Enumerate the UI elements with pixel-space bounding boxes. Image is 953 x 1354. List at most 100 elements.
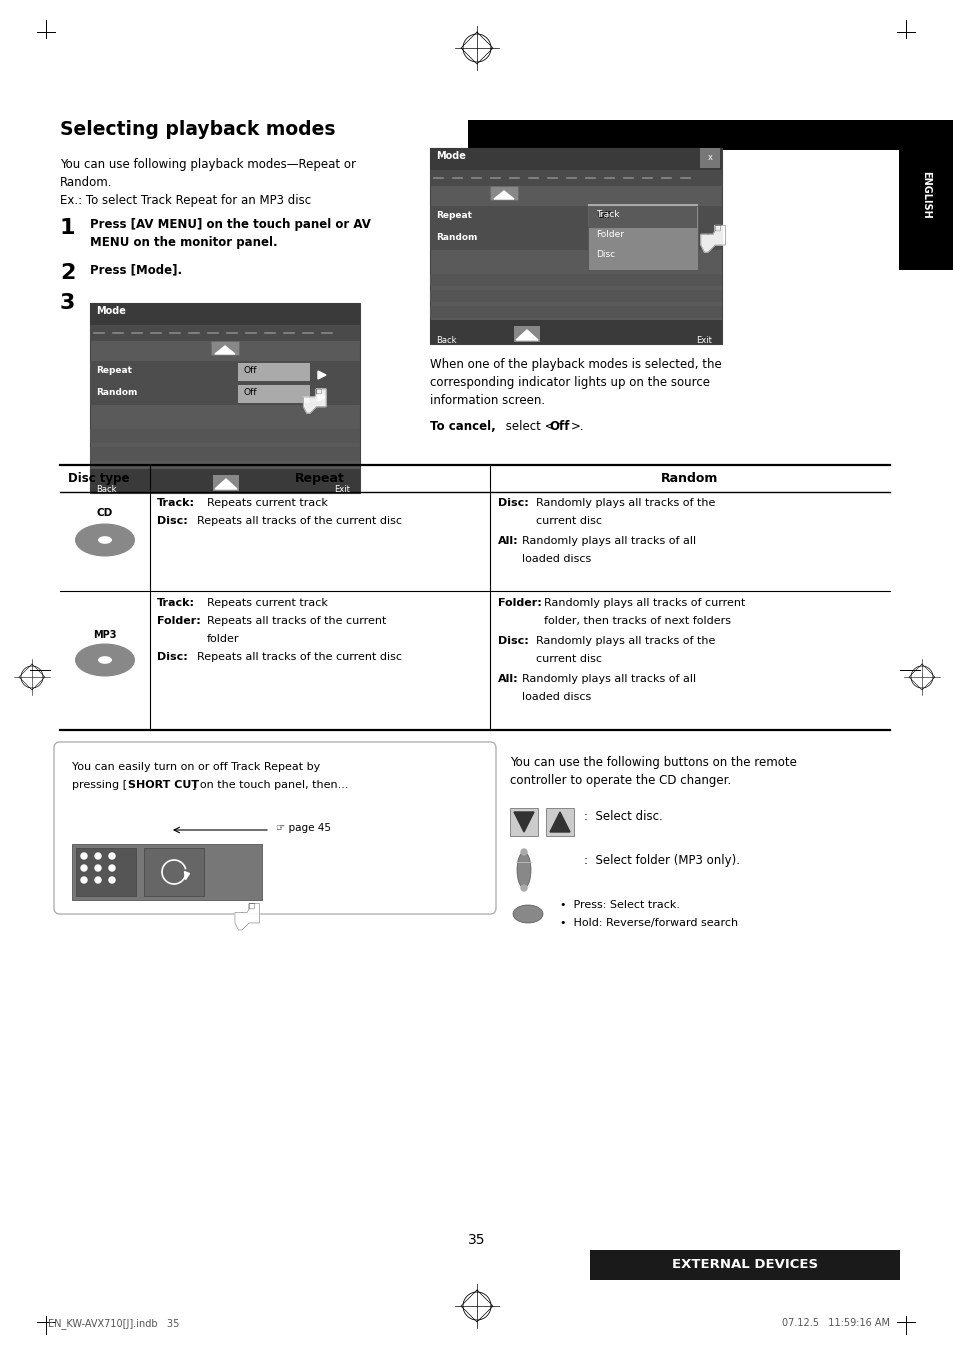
- Circle shape: [81, 865, 87, 871]
- Text: All:: All:: [497, 536, 518, 546]
- Polygon shape: [514, 812, 534, 831]
- Text: pressing [: pressing [: [71, 780, 127, 789]
- Bar: [76, 848, 136, 896]
- Text: You can use the following buttons on the remote: You can use the following buttons on the…: [510, 756, 796, 769]
- Text: •  Hold: Reverse/forward search: • Hold: Reverse/forward search: [559, 918, 738, 927]
- Ellipse shape: [75, 643, 135, 677]
- Bar: [430, 148, 721, 171]
- Text: Repeats current track: Repeats current track: [207, 498, 328, 508]
- Polygon shape: [214, 347, 234, 353]
- Text: Randomly plays all tracks of current: Randomly plays all tracks of current: [543, 598, 744, 608]
- Circle shape: [520, 886, 526, 891]
- Polygon shape: [234, 903, 259, 930]
- Text: current disc: current disc: [536, 516, 601, 525]
- Polygon shape: [550, 812, 569, 831]
- Text: ] on the touch panel, then...: ] on the touch panel, then...: [192, 780, 348, 789]
- Text: Track: Track: [596, 210, 618, 219]
- Text: folder: folder: [207, 634, 239, 645]
- Text: Repeat: Repeat: [294, 473, 345, 485]
- Bar: [587, 206, 698, 269]
- Text: Selecting playback modes: Selecting playback modes: [60, 121, 335, 139]
- Polygon shape: [516, 330, 537, 340]
- Text: 35: 35: [468, 1233, 485, 1247]
- Bar: [430, 148, 721, 344]
- Bar: [90, 303, 359, 493]
- Bar: [90, 383, 359, 405]
- Bar: [588, 207, 697, 227]
- Text: Disc:: Disc:: [497, 636, 528, 646]
- Text: Random: Random: [436, 233, 476, 242]
- Text: 1: 1: [60, 218, 75, 238]
- Circle shape: [95, 865, 101, 871]
- Polygon shape: [700, 226, 725, 252]
- Text: MENU on the monitor panel.: MENU on the monitor panel.: [90, 236, 277, 249]
- Text: Repeat: Repeat: [96, 366, 132, 375]
- Text: To cancel,: To cancel,: [430, 420, 496, 433]
- Bar: [510, 808, 537, 835]
- Text: select <: select <: [501, 420, 554, 433]
- Text: CD: CD: [97, 509, 113, 519]
- Text: Repeats current track: Repeats current track: [207, 598, 328, 608]
- Bar: [430, 274, 721, 286]
- Text: :  Select folder (MP3 only).: : Select folder (MP3 only).: [583, 854, 740, 867]
- Text: Off: Off: [244, 389, 257, 397]
- Text: loaded discs: loaded discs: [521, 554, 591, 565]
- Text: Back: Back: [96, 485, 116, 494]
- Circle shape: [109, 877, 115, 883]
- Polygon shape: [184, 872, 190, 880]
- Text: Press [AV MENU] on the touch panel or AV: Press [AV MENU] on the touch panel or AV: [90, 218, 371, 232]
- Text: controller to operate the CD changer.: controller to operate the CD changer.: [510, 774, 731, 787]
- Bar: [144, 848, 204, 896]
- Bar: [90, 468, 359, 493]
- Bar: [430, 290, 721, 302]
- Polygon shape: [317, 393, 326, 401]
- Ellipse shape: [513, 904, 542, 923]
- Circle shape: [520, 849, 526, 854]
- Ellipse shape: [75, 524, 135, 556]
- Bar: [211, 341, 239, 355]
- Ellipse shape: [517, 852, 531, 888]
- Text: Random.: Random.: [60, 176, 112, 190]
- Text: Disc: Disc: [596, 250, 615, 259]
- Text: loaded discs: loaded discs: [521, 692, 591, 701]
- Text: Off: Off: [548, 420, 569, 433]
- Bar: [700, 148, 720, 168]
- Bar: [71, 844, 262, 900]
- Text: current disc: current disc: [536, 654, 601, 663]
- Bar: [490, 185, 517, 200]
- Text: SHORT CUT: SHORT CUT: [128, 780, 199, 789]
- Circle shape: [95, 877, 101, 883]
- Text: Repeats all tracks of the current disc: Repeats all tracks of the current disc: [196, 516, 401, 525]
- Text: Random: Random: [96, 389, 137, 397]
- Text: x: x: [707, 153, 712, 162]
- Text: Folder: Folder: [596, 230, 623, 240]
- Text: information screen.: information screen.: [430, 394, 544, 408]
- Text: All:: All:: [497, 674, 518, 684]
- Polygon shape: [494, 191, 514, 199]
- Text: ☞ page 45: ☞ page 45: [275, 823, 331, 833]
- Text: Randomly plays all tracks of all: Randomly plays all tracks of all: [521, 536, 696, 546]
- Text: Folder:: Folder:: [497, 598, 541, 608]
- Text: When one of the playback modes is selected, the: When one of the playback modes is select…: [430, 357, 721, 371]
- Bar: [468, 121, 899, 150]
- Text: Track:: Track:: [157, 498, 194, 508]
- Text: corresponding indicator lights up on the source: corresponding indicator lights up on the…: [430, 376, 709, 389]
- Text: Randomly plays all tracks of the: Randomly plays all tracks of the: [536, 498, 715, 508]
- Text: Repeat: Repeat: [436, 211, 472, 219]
- Text: Back: Back: [436, 336, 456, 345]
- Text: Mode: Mode: [436, 152, 465, 161]
- Text: Random: Random: [660, 473, 718, 485]
- Text: ENGLISH: ENGLISH: [921, 171, 930, 219]
- Bar: [90, 429, 359, 443]
- Text: folder, then tracks of next folders: folder, then tracks of next folders: [543, 616, 730, 626]
- Bar: [430, 227, 721, 250]
- Text: 2: 2: [60, 263, 75, 283]
- Circle shape: [81, 877, 87, 883]
- Text: >.: >.: [571, 420, 584, 433]
- Bar: [898, 121, 953, 269]
- Polygon shape: [317, 371, 326, 379]
- Text: Exit: Exit: [334, 485, 350, 494]
- Bar: [237, 363, 310, 380]
- Polygon shape: [214, 479, 236, 489]
- Text: Exit: Exit: [696, 336, 711, 345]
